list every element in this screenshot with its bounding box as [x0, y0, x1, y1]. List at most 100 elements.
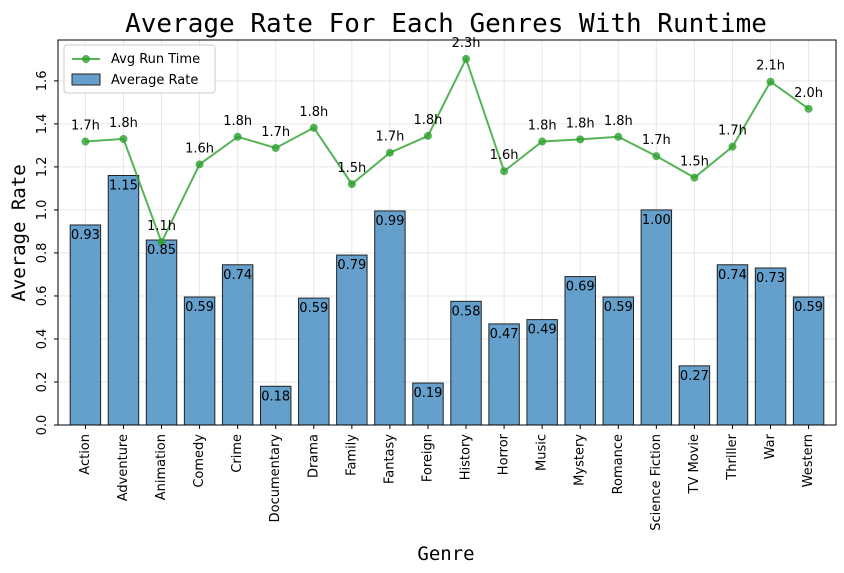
bar-value-label: 0.93	[71, 228, 100, 243]
runtime-value-label: 1.1h	[147, 219, 176, 234]
runtime-point	[347, 180, 356, 189]
runtime-value-label: 1.7h	[261, 125, 290, 140]
runtime-value-label: 1.7h	[375, 130, 404, 145]
y-tick-label: 0.4	[35, 329, 50, 350]
y-axis-ticks: 0.0 0.2 0.4 0.6 0.8 1.0 1.2 1.4 1.6	[35, 71, 58, 436]
y-tick-label: 0.8	[35, 243, 50, 264]
x-tick-label: Music	[535, 434, 550, 471]
runtime-line	[81, 54, 813, 247]
bar-value-label: 0.47	[490, 327, 519, 342]
bar	[221, 264, 254, 426]
x-tick-label: Foreign	[420, 434, 435, 482]
x-tick-label: Science Fiction	[649, 434, 664, 531]
runtime-point	[195, 160, 204, 169]
x-tick-label: Family	[344, 434, 359, 476]
legend: Avg Run Time Average Rate	[63, 44, 216, 94]
bar	[716, 264, 749, 426]
bar-value-label: 1.15	[109, 179, 138, 194]
runtime-point	[119, 134, 128, 143]
runtime-point	[462, 54, 471, 63]
x-tick-label: Thriller	[725, 433, 740, 480]
runtime-value-label: 1.5h	[337, 161, 366, 176]
bar-value-label: 0.99	[375, 214, 404, 229]
runtime-point	[690, 173, 699, 182]
runtime-value-label: 1.8h	[299, 105, 328, 120]
runtime-point	[576, 135, 585, 144]
plot-frame	[57, 39, 837, 426]
runtime-value-label: 1.6h	[185, 141, 214, 156]
runtime-point	[81, 137, 90, 146]
bar-value-label: 0.59	[299, 301, 328, 316]
bar-value-label: 0.73	[756, 271, 785, 286]
legend-marker-swatch	[82, 55, 90, 63]
bar-value-label: 0.59	[604, 300, 633, 315]
bar-value-label: 0.27	[680, 369, 709, 384]
bar-value-label: 0.69	[566, 280, 595, 295]
bar-value-label: 0.49	[528, 323, 557, 338]
runtime-point	[271, 143, 280, 152]
bar	[792, 296, 825, 426]
runtime-point	[233, 132, 242, 141]
runtime-point	[309, 123, 318, 132]
bar-value-label: 0.79	[337, 258, 366, 273]
bar	[259, 385, 292, 426]
x-tick-label: TV Movie	[687, 434, 702, 494]
runtime-point	[423, 131, 432, 140]
runtime-value-label: 1.7h	[718, 124, 747, 139]
bar-value-label: 0.85	[147, 243, 176, 258]
y-tick-label: 1.6	[35, 71, 50, 92]
x-tick-label: Action	[78, 434, 93, 475]
bar-value-label: 0.18	[261, 389, 290, 404]
bar-value-label: 0.58	[452, 304, 481, 319]
x-tick-label: Horror	[497, 433, 512, 475]
x-axis-ticks: Action Adventure Animation Comedy Crime Docum…	[78, 425, 816, 531]
y-tick-label: 0.0	[35, 415, 50, 436]
runtime-point	[538, 137, 547, 146]
bar-value-label: 0.59	[794, 300, 823, 315]
runtime-point	[385, 148, 394, 157]
runtime-value-label: 1.7h	[71, 119, 100, 134]
y-tick-label: 0.6	[35, 286, 50, 307]
bar	[183, 296, 216, 426]
legend-rate-label: Average Rate	[111, 73, 198, 88]
x-tick-label: Mystery	[573, 434, 588, 486]
bar-value-label: 1.00	[642, 213, 671, 228]
bar	[640, 209, 673, 426]
bar	[107, 175, 140, 426]
y-tick-label: 1.4	[35, 114, 50, 135]
bar	[336, 254, 368, 426]
bar	[374, 210, 406, 426]
runtime-value-label: 1.8h	[414, 113, 443, 128]
y-axis-label: Average Rate	[8, 164, 30, 301]
bar	[488, 323, 520, 426]
runtime-point	[728, 142, 737, 151]
bar	[754, 267, 787, 426]
y-tick-label: 1.0	[35, 200, 50, 221]
data-labels: 0.93 1.15 0.85 0.59 0.74 0.18 0.59 0.79 0.99 0.19…	[71, 36, 823, 404]
bar-value-label: 0.74	[718, 268, 747, 283]
runtime-value-label: 1.8h	[566, 116, 595, 131]
x-tick-label: History	[459, 434, 474, 481]
legend-box	[63, 44, 216, 94]
bars	[69, 175, 825, 426]
y-tick-label: 0.2	[35, 372, 50, 393]
runtime-polyline	[85, 56, 810, 245]
x-tick-label: War	[763, 433, 778, 459]
bar	[564, 276, 596, 426]
chart-title: Average Rate For Each Genres With Runtim…	[125, 9, 767, 39]
legend-runtime-label: Avg Run Time	[111, 52, 200, 67]
bar	[450, 300, 482, 426]
x-axis-label: Genre	[417, 543, 474, 565]
y-tick-label: 1.2	[35, 157, 50, 178]
runtime-value-label: 1.8h	[604, 114, 633, 129]
legend-bar-swatch	[71, 73, 101, 86]
bar-value-label: 0.74	[223, 268, 252, 283]
runtime-point	[157, 238, 166, 247]
x-tick-label: Western	[801, 434, 816, 487]
bar	[602, 296, 635, 426]
bar	[145, 239, 178, 426]
x-tick-label: Documentary	[268, 434, 283, 523]
bar-value-label: 0.59	[185, 300, 214, 315]
runtime-point	[500, 167, 509, 176]
runtime-value-label: 1.8h	[109, 116, 138, 131]
